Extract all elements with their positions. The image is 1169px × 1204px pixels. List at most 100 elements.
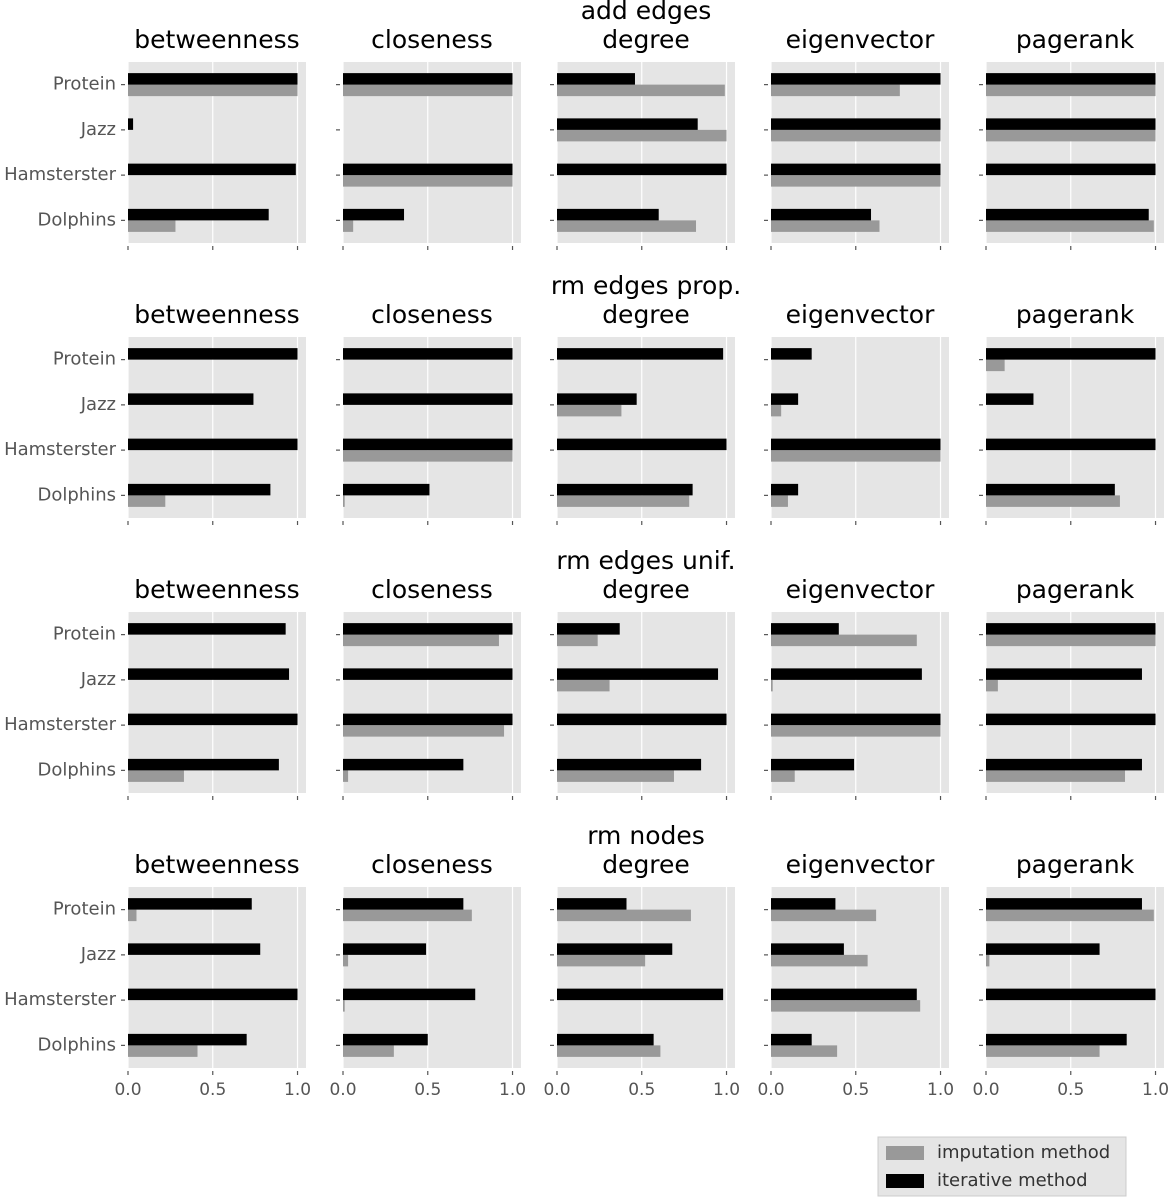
row-title: add edges <box>581 0 712 25</box>
bar <box>343 175 513 187</box>
x-tick-label: 0.5 <box>1057 1080 1084 1100</box>
bar <box>986 770 1126 782</box>
bar <box>128 73 298 85</box>
bar <box>343 943 427 955</box>
bar <box>771 770 795 782</box>
bar <box>771 943 844 955</box>
panel-title: degree <box>602 25 690 54</box>
bar <box>771 954 868 967</box>
bar <box>986 988 1156 1001</box>
bar <box>771 623 839 635</box>
bar <box>771 404 782 417</box>
bar <box>771 679 773 692</box>
bar <box>128 770 184 782</box>
y-tick-label: Jazz <box>80 394 116 415</box>
bar <box>343 725 505 737</box>
bar <box>557 438 727 451</box>
panel-title: betweenness <box>134 575 299 604</box>
y-tick-label: Protein <box>53 899 116 920</box>
bar <box>343 450 513 462</box>
bar <box>128 909 137 922</box>
bar <box>771 220 880 232</box>
row-title: rm nodes <box>587 821 705 850</box>
bar <box>557 404 622 417</box>
bar <box>771 668 922 680</box>
bar <box>557 118 698 130</box>
bar <box>557 208 659 221</box>
bar <box>343 483 430 496</box>
bar <box>986 713 1156 726</box>
bar <box>128 208 269 221</box>
bar <box>128 220 176 232</box>
bar <box>343 163 513 176</box>
bar <box>557 73 635 85</box>
bar <box>128 943 261 955</box>
bar <box>771 483 799 496</box>
bar <box>557 129 727 142</box>
bar <box>343 758 464 771</box>
x-tick-label: 0.0 <box>114 1080 141 1100</box>
bar <box>771 84 900 97</box>
bar <box>986 483 1115 496</box>
bar <box>128 483 271 496</box>
bar <box>771 713 941 726</box>
bar <box>986 129 1156 142</box>
bar <box>128 438 298 451</box>
bar <box>343 208 405 221</box>
bar <box>986 954 990 967</box>
bar <box>557 163 727 176</box>
panel-title: betweenness <box>134 300 299 329</box>
panel-title: pagerank <box>1016 850 1135 879</box>
bar <box>557 943 673 955</box>
panel-title: eigenvector <box>786 575 935 604</box>
x-tick-label: 0.5 <box>628 1080 655 1100</box>
bar <box>986 909 1154 922</box>
bar <box>771 1033 812 1046</box>
bar <box>128 348 298 360</box>
y-tick-label: Protein <box>53 624 116 645</box>
y-tick-label: Dolphins <box>38 209 117 230</box>
panel-title: degree <box>602 300 690 329</box>
panel-title: closeness <box>371 300 493 329</box>
bar <box>771 118 941 130</box>
x-tick-label: 0.0 <box>972 1080 999 1100</box>
bar <box>557 220 697 232</box>
bar <box>771 1045 838 1057</box>
panel-title: eigenvector <box>786 850 935 879</box>
bar <box>128 988 298 1001</box>
bar <box>557 909 691 922</box>
panel-title: pagerank <box>1016 575 1135 604</box>
bar <box>986 623 1156 635</box>
panel-title: closeness <box>371 575 493 604</box>
bar <box>557 954 646 967</box>
bar <box>771 348 812 360</box>
bar <box>986 208 1149 221</box>
x-tick-label: 1.0 <box>284 1080 311 1100</box>
panel-title: pagerank <box>1016 25 1135 54</box>
bar <box>343 623 513 635</box>
y-tick-label: Hamsterster <box>4 439 117 460</box>
bar <box>986 668 1142 680</box>
bar <box>343 220 354 232</box>
bar <box>128 84 298 97</box>
bar <box>343 393 513 405</box>
panel-title: betweenness <box>134 25 299 54</box>
x-tick-label: 1.0 <box>499 1080 526 1100</box>
bar <box>343 988 476 1001</box>
bar <box>986 393 1034 405</box>
bar <box>557 348 724 360</box>
bar <box>771 450 941 462</box>
legend-swatch <box>886 1146 924 1160</box>
x-tick-label: 1.0 <box>927 1080 954 1100</box>
row-title: rm edges unif. <box>556 546 735 575</box>
panel-title: betweenness <box>134 850 299 879</box>
bar <box>343 898 464 910</box>
x-tick-label: 0.0 <box>757 1080 784 1100</box>
y-tick-label: Hamsterster <box>4 714 117 735</box>
bar <box>771 175 941 187</box>
bar <box>771 634 917 647</box>
panel-title: pagerank <box>1016 300 1135 329</box>
bar <box>557 758 702 771</box>
panel-title: eigenvector <box>786 25 935 54</box>
